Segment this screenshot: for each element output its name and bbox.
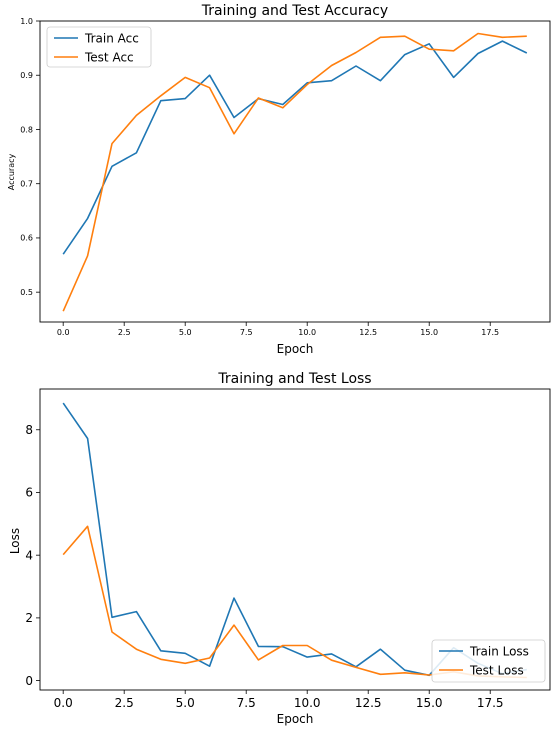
loss-x-tick-label: 15.0 xyxy=(416,696,443,710)
loss-legend: Train Loss Test Loss xyxy=(431,639,546,683)
loss-legend-label: Train Loss xyxy=(469,645,529,659)
loss-y-tick-label: 0 xyxy=(25,674,33,688)
accuracy-legend-label: Test Acc xyxy=(84,51,134,65)
accuracy-x-axis-label: Epoch xyxy=(277,342,314,356)
accuracy-chart: Training and Test Accuracy Accuracy Epoc… xyxy=(7,3,551,356)
accuracy-y-axis-label: Accuracy xyxy=(7,153,16,190)
accuracy-y-tick-label: 0.6 xyxy=(20,234,33,243)
accuracy-x-tick-label: 17.5 xyxy=(481,328,499,337)
accuracy-x-tick-label: 12.5 xyxy=(359,328,377,337)
loss-plot-frame xyxy=(39,388,551,691)
loss-x-tick-label: 5.0 xyxy=(176,696,195,710)
accuracy-legend-label: Train Acc xyxy=(84,32,139,46)
loss-y-tick-label: 6 xyxy=(25,486,33,500)
accuracy-x-tick-label: 7.5 xyxy=(240,328,253,337)
loss-y-tick-label: 4 xyxy=(25,548,33,562)
loss-x-tick-label: 2.5 xyxy=(115,696,134,710)
accuracy-series-test-acc-line xyxy=(62,32,527,312)
accuracy-x-tick-label: 10.0 xyxy=(298,328,316,337)
loss-x-tick-label: 0.0 xyxy=(54,696,73,710)
loss-series-train-loss-line xyxy=(62,402,527,677)
loss-chart-title: Training and Test Loss xyxy=(217,371,371,387)
loss-x-axis-label: Epoch xyxy=(277,712,314,726)
accuracy-y-tick-label: 0.8 xyxy=(20,125,33,134)
accuracy-plot-frame xyxy=(39,20,551,323)
accuracy-x-tick-label: 5.0 xyxy=(179,328,192,337)
accuracy-legend: Train Acc Test Acc xyxy=(46,26,152,68)
loss-legend-label: Test Loss xyxy=(469,664,524,678)
accuracy-series-train-acc-line xyxy=(62,40,528,255)
accuracy-chart-title: Training and Test Accuracy xyxy=(201,3,388,19)
loss-x-tick-label: 7.5 xyxy=(237,696,256,710)
accuracy-x-tick-label: 15.0 xyxy=(420,328,438,337)
loss-y-tick-label: 8 xyxy=(25,423,33,437)
accuracy-y-tick-label: 1.0 xyxy=(20,17,33,26)
loss-x-tick-label: 10.0 xyxy=(294,696,321,710)
loss-y-axis-label: Loss xyxy=(8,528,22,554)
accuracy-x-tick-label: 2.5 xyxy=(118,328,131,337)
loss-x-tick-label: 17.5 xyxy=(477,696,504,710)
accuracy-y-tick-label: 0.9 xyxy=(20,71,33,80)
accuracy-y-tick-label: 0.5 xyxy=(20,288,33,297)
accuracy-x-tick-label: 0.0 xyxy=(57,328,70,337)
loss-chart: Training and Test Loss Loss Epoch 0.0 2.5… xyxy=(8,371,551,726)
accuracy-y-tick-label: 0.7 xyxy=(20,180,33,189)
loss-y-tick-label: 2 xyxy=(25,611,33,625)
loss-x-tick-label: 12.5 xyxy=(355,696,382,710)
